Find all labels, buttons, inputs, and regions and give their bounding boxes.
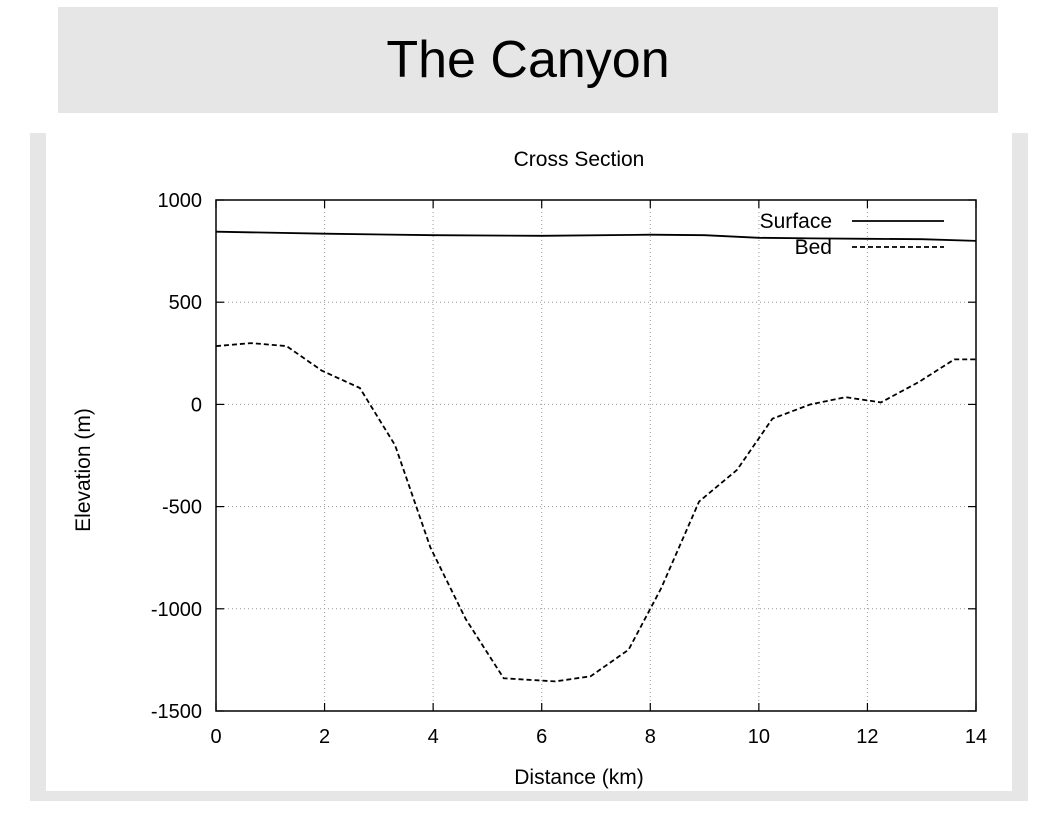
chart-title: Cross Section	[514, 148, 645, 171]
y-tick-label: 1000	[158, 190, 203, 212]
x-axis-label: Distance (km)	[514, 766, 644, 789]
x-tick-label: 2	[319, 726, 330, 748]
y-tick-label: 0	[191, 394, 202, 416]
cross-section-chart: 0 2 4 6 8 10 12 14 1000 500 0 -500 -1000 -1500 Cross …	[72, 148, 987, 789]
legend-label: Bed	[795, 236, 832, 259]
grid-layer	[216, 200, 976, 711]
series-layer	[215, 230, 977, 683]
chart-panel: 0 2 4 6 8 10 12 14 1000 500 0 -500 -1000 -1500 Cross …	[46, 133, 1012, 791]
series-line-surface	[215, 230, 977, 242]
page-title-banner: The Canyon	[58, 7, 998, 113]
y-tick-label: -1500	[151, 701, 202, 723]
x-tick-label: 14	[965, 726, 987, 748]
series-line-bed	[215, 342, 976, 683]
legend: Surface Bed	[760, 210, 944, 259]
page-title: The Canyon	[386, 31, 670, 89]
x-tick-label: 12	[856, 726, 878, 748]
plot-border	[215, 199, 977, 712]
y-tick-label: -1000	[151, 599, 202, 621]
y-axis-label: Elevation (m)	[72, 408, 95, 532]
y-tick-label: 500	[169, 292, 202, 314]
x-tick-label: 0	[210, 726, 221, 748]
x-tick-label: 8	[645, 726, 656, 748]
y-tick-label: -500	[162, 497, 202, 519]
x-tick-label: 6	[536, 726, 547, 748]
chart-frame: 0 2 4 6 8 10 12 14 1000 500 0 -500 -1000 -1500 Cross …	[30, 133, 1028, 801]
x-tick-label: 4	[428, 726, 439, 748]
tick-layer: 0 2 4 6 8 10 12 14 1000 500 0 -500 -1000 -1500	[151, 190, 987, 748]
legend-label: Surface	[760, 210, 832, 233]
x-tick-label: 10	[748, 726, 770, 748]
